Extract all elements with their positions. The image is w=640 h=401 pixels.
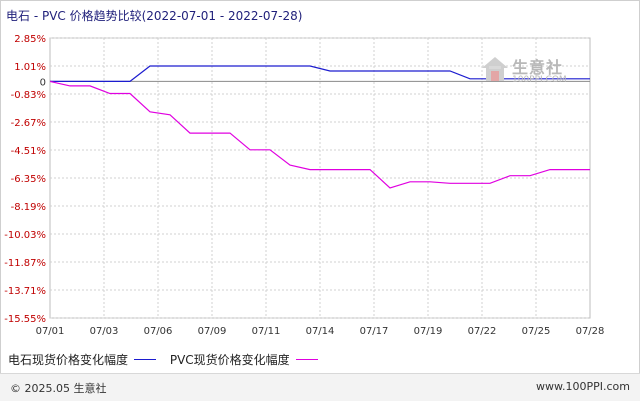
x-tick-label: 07/03 <box>90 326 119 337</box>
y-tick-label: 1.01% <box>14 62 46 73</box>
y-axis-ticks: 2.85% 1.01% 0 -0.83% -2.67% -4.51% -6.35% -8.19… <box>4 34 46 325</box>
y-tick-label: 0 <box>40 77 46 88</box>
y-tick-label: -11.87% <box>4 258 46 269</box>
footer-copyright: © 2025.05 生意社 <box>10 382 107 395</box>
y-tick-label: -0.83% <box>11 90 46 101</box>
y-tick-label: -10.03% <box>4 230 46 241</box>
y-tick-label: -15.55% <box>4 314 46 325</box>
x-axis-ticks: 07/01 07/03 07/06 07/09 07/11 07/14 07/17 07/19… <box>36 326 605 337</box>
x-tick-label: 07/25 <box>522 326 551 337</box>
legend-swatch-series-1 <box>134 359 157 360</box>
x-tick-label: 07/11 <box>252 326 281 337</box>
x-tick-label: 07/19 <box>414 326 443 337</box>
legend-swatch-series-2 <box>295 359 318 360</box>
x-tick-label: 07/06 <box>144 326 173 337</box>
watermark-url: 100PPI.COM <box>512 75 567 85</box>
legend-item-series-2: PVC现货价格变化幅度 <box>170 351 318 368</box>
x-tick-label: 07/22 <box>468 326 497 337</box>
footer-site-link[interactable]: www.100PPI.com <box>536 380 630 393</box>
x-tick-label: 07/14 <box>306 326 335 337</box>
watermark-logo: 生意社 100PPI.COM <box>480 54 580 90</box>
y-tick-label: 2.85% <box>14 34 46 45</box>
x-tick-label: 07/28 <box>576 326 605 337</box>
y-tick-label: -2.67% <box>11 118 46 129</box>
legend-label-series-2: PVC现货价格变化幅度 <box>169 353 290 367</box>
gridlines <box>50 37 590 319</box>
y-tick-label: -6.35% <box>11 174 46 185</box>
footer-bar: © 2025.05 生意社 www.100PPI.com <box>0 373 640 401</box>
legend-label-series-1: 电石现货价格变化幅度 <box>8 353 129 367</box>
chart-title: 电石 - PVC 价格趋势比较(2022-07-01 - 2022-07-28) <box>6 9 303 23</box>
x-tick-label: 07/01 <box>36 326 65 337</box>
y-tick-label: -13.71% <box>4 286 46 297</box>
legend: 电石现货价格变化幅度 PVC现货价格变化幅度 <box>8 351 328 368</box>
y-tick-label: -4.51% <box>11 146 46 157</box>
series-line-2 <box>49 80 590 189</box>
x-tick-label: 07/17 <box>360 326 389 337</box>
house-logo-icon <box>482 57 508 81</box>
x-tick-label: 07/09 <box>198 326 227 337</box>
y-tick-label: -8.19% <box>11 202 46 213</box>
watermark-name: 生意社 <box>512 58 564 77</box>
legend-item-series-1: 电石现货价格变化幅度 <box>8 351 157 368</box>
